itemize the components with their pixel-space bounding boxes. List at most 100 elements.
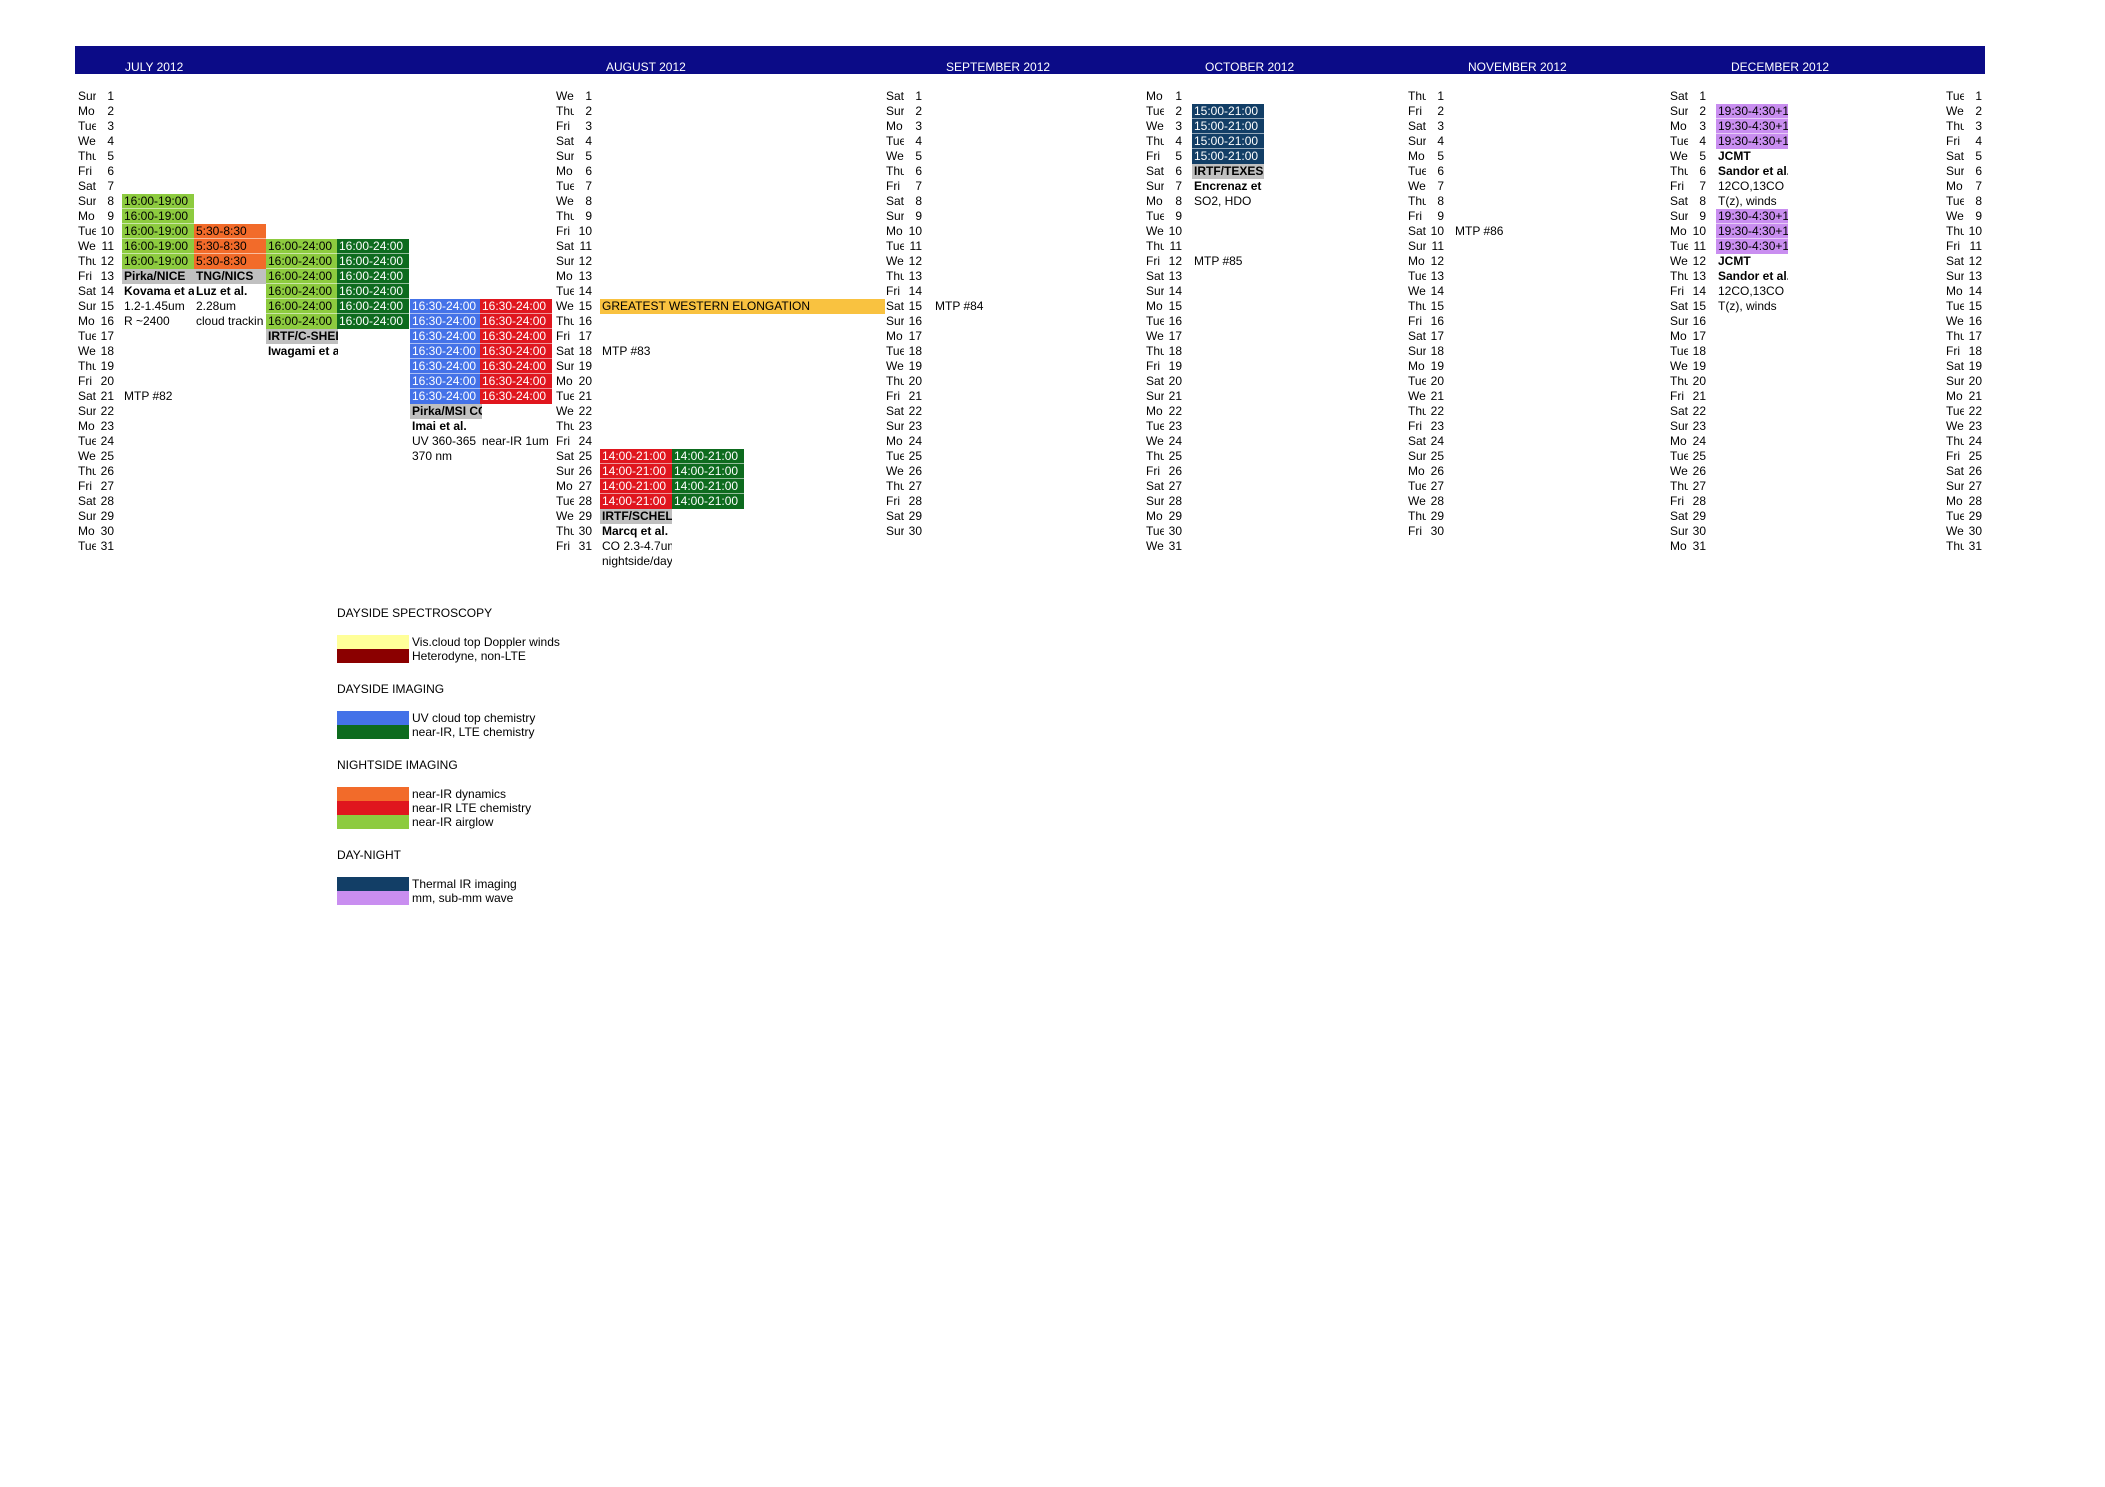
day-number: 22 xyxy=(1168,404,1182,418)
day-number: 29 xyxy=(1430,509,1444,523)
weekday-label: Sat xyxy=(1146,479,1164,493)
weekday-label: Fri xyxy=(1408,209,1422,223)
day-number: 29 xyxy=(1692,509,1706,523)
weekday-label: We xyxy=(1946,524,1964,538)
weekday-label: We xyxy=(1670,359,1688,373)
day-number: 5 xyxy=(1699,149,1706,163)
day-number: 1 xyxy=(107,89,114,103)
observation-slot: 14:00-21:00 xyxy=(672,449,744,464)
legend-swatch xyxy=(337,815,409,829)
day-number: 15 xyxy=(1430,299,1444,313)
observation-slot: 15:00-21:00 xyxy=(1192,149,1264,164)
day-number: 2 xyxy=(107,104,114,118)
weekday-label: Sur xyxy=(556,254,574,268)
day-number: 13 xyxy=(908,269,922,283)
weekday-label: Sat xyxy=(1946,254,1964,268)
observation-slot: 16:30-24:00 xyxy=(410,344,482,359)
observation-slot: 16:00-19:00 xyxy=(122,239,194,254)
weekday-label: We xyxy=(1408,179,1426,193)
observation-slot: 14:00-21:00 xyxy=(600,449,672,464)
weekday-label: Tue xyxy=(556,389,574,403)
weekday-label: Mo xyxy=(886,329,903,343)
weekday-label: Fri xyxy=(1670,389,1684,403)
weekday-label: Tue xyxy=(1146,419,1164,433)
weekday-label: Mo xyxy=(886,434,903,448)
day-number: 23 xyxy=(1692,419,1706,433)
weekday-label: Thu xyxy=(556,209,574,223)
day-number: 6 xyxy=(1699,164,1706,178)
day-number: 14 xyxy=(1430,284,1444,298)
observation-slot: 16:30-24:00 xyxy=(410,299,482,314)
observation-slot: 16:00-24:00 xyxy=(266,254,338,269)
weekday-label: Mo xyxy=(886,119,903,133)
day-number: 31 xyxy=(1692,539,1706,553)
weekday-label: Thu xyxy=(78,359,96,373)
observation-note: MTP #85 xyxy=(1194,254,1243,268)
day-number: 24 xyxy=(578,434,592,448)
weekday-label: Tue xyxy=(78,539,96,553)
day-number: 30 xyxy=(908,524,922,538)
observation-slot: 5:30-8:30 xyxy=(194,224,266,239)
weekday-label: Tue xyxy=(78,329,96,343)
day-number: 26 xyxy=(1430,464,1444,478)
legend-heading: DAYSIDE SPECTROSCOPY xyxy=(337,606,493,620)
observation-slot: 19:30-4:30+1 xyxy=(1716,239,1788,254)
day-number: 26 xyxy=(1968,464,1982,478)
observation-slot: 16:30-24:00 xyxy=(480,344,552,359)
weekday-label: Fri xyxy=(78,374,92,388)
day-number: 2 xyxy=(1975,104,1982,118)
day-number: 9 xyxy=(1975,209,1982,223)
day-number: 12 xyxy=(1168,254,1182,268)
day-number: 25 xyxy=(1692,449,1706,463)
weekday-label: Fri xyxy=(556,329,570,343)
day-number: 23 xyxy=(578,419,592,433)
weekday-label: Thu xyxy=(78,464,96,478)
weekday-label: Mo xyxy=(1146,509,1163,523)
weekday-label: Sat xyxy=(556,239,574,253)
day-number: 20 xyxy=(1968,374,1982,388)
weekday-label: We xyxy=(556,509,574,523)
weekday-label: Sur xyxy=(1146,389,1164,403)
day-number: 17 xyxy=(908,329,922,343)
weekday-label: Sur xyxy=(1670,524,1688,538)
weekday-label: We xyxy=(886,254,904,268)
observation-slot: 14:00-21:00 xyxy=(672,494,744,509)
weekday-label: Thu xyxy=(886,479,904,493)
observation-slot: 16:30-24:00 xyxy=(480,359,552,374)
day-number: 28 xyxy=(908,494,922,508)
observation-slot: 16:30-24:00 xyxy=(480,389,552,404)
weekday-label: Fri xyxy=(1146,254,1160,268)
weekday-label: Mo xyxy=(556,479,573,493)
day-number: 9 xyxy=(585,209,592,223)
day-number: 1 xyxy=(1437,89,1444,103)
day-number: 2 xyxy=(1437,104,1444,118)
day-number: 14 xyxy=(1692,284,1706,298)
weekday-label: Sat xyxy=(1408,434,1426,448)
day-number: 20 xyxy=(578,374,592,388)
day-number: 1 xyxy=(915,89,922,103)
weekday-label: Thu xyxy=(556,104,574,118)
day-number: 11 xyxy=(1431,239,1444,253)
weekday-label: Tue xyxy=(886,449,904,463)
day-number: 1 xyxy=(585,89,592,103)
weekday-label: Thu xyxy=(1670,479,1688,493)
observation-slot: Pirka/NICE xyxy=(122,269,194,284)
day-number: 14 xyxy=(1968,284,1982,298)
observation-note: 2.28um xyxy=(196,299,237,313)
weekday-label: Fri xyxy=(1946,449,1960,463)
weekday-label: Sat xyxy=(78,179,96,193)
legend-heading: NIGHTSIDE IMAGING xyxy=(337,758,458,772)
day-number: 9 xyxy=(1437,209,1444,223)
weekday-label: Thu xyxy=(1670,269,1688,283)
day-number: 10 xyxy=(1168,224,1182,238)
observation-note: MTP #84 xyxy=(935,299,984,313)
weekday-label: Mo xyxy=(78,314,95,328)
day-number: 16 xyxy=(100,314,114,328)
observation-note: nightside/dayside xyxy=(602,554,672,568)
observation-slot: 16:30-24:00 xyxy=(480,314,552,329)
legend-swatch xyxy=(337,787,409,801)
weekday-label: Fri xyxy=(1670,179,1684,193)
observation-slot: GREATEST WESTERN ELONGATION xyxy=(600,299,885,314)
weekday-label: Tue xyxy=(1146,209,1164,223)
day-number: 1 xyxy=(1699,89,1706,103)
